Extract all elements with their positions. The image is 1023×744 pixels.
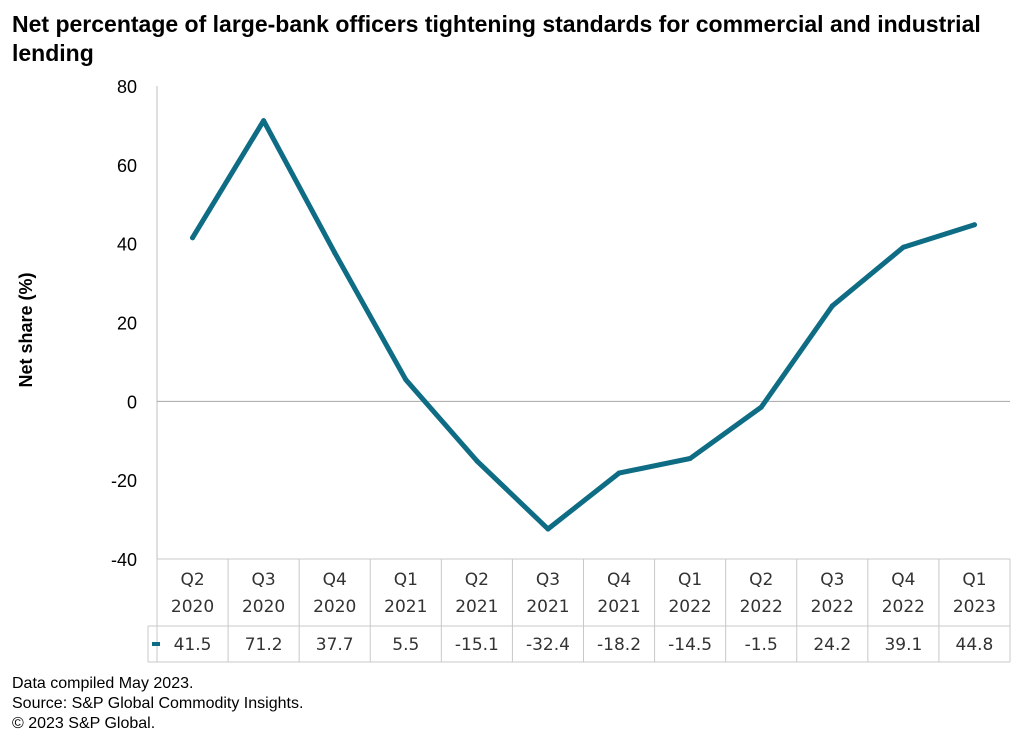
- y-tick-label: 0: [127, 392, 137, 412]
- footer-compiled: Data compiled May 2023.: [12, 675, 194, 692]
- x-tick-label-quarter: Q1: [962, 570, 986, 590]
- x-tick-label-year: 2022: [882, 597, 925, 617]
- x-tick-label-quarter: Q2: [180, 570, 204, 590]
- series-line: [190, 118, 977, 532]
- data-point: [758, 404, 764, 410]
- x-tick-label-quarter: Q2: [465, 570, 489, 590]
- y-tick-label: 80: [117, 77, 137, 97]
- y-tick-label: -20: [111, 471, 137, 491]
- data-table-value: -1.5: [745, 635, 778, 655]
- x-tick-label-year: 2022: [668, 597, 711, 617]
- x-tick-label-quarter: Q1: [678, 570, 702, 590]
- data-table-value: 24.2: [813, 635, 851, 655]
- data-table-value: 71.2: [245, 635, 283, 655]
- x-tick-label-year: 2021: [455, 597, 498, 617]
- data-table-value: -15.1: [455, 635, 499, 655]
- data-table-value: -18.2: [597, 635, 641, 655]
- data-table: Q2 2020 41.5 Q3 2020 71.2 Q4 2020 37.7 Q1 2021 5.5 Q…: [147, 558, 1011, 663]
- x-tick-label-year: 2022: [811, 597, 854, 617]
- data-table-value: 39.1: [884, 635, 922, 655]
- x-tick-label-year: 2022: [740, 597, 783, 617]
- x-tick-label-quarter: Q3: [820, 570, 844, 590]
- y-axis-label: Net share (%): [16, 272, 36, 387]
- data-point: [332, 250, 338, 256]
- chart-title: Net percentage of large-bank officers ti…: [12, 11, 981, 66]
- data-point: [190, 235, 196, 241]
- data-table-value: 41.5: [174, 635, 212, 655]
- data-table-value: 44.8: [956, 635, 994, 655]
- x-tick-label-year: 2021: [597, 597, 640, 617]
- x-tick-label-year: 2020: [313, 597, 356, 617]
- footer-source: Source: S&P Global Commodity Insights.: [12, 695, 304, 712]
- data-point: [616, 470, 622, 476]
- data-point: [829, 303, 835, 309]
- data-point: [971, 222, 977, 228]
- y-tick-label: 20: [117, 314, 137, 334]
- x-tick-label-quarter: Q2: [749, 570, 773, 590]
- x-tick-label-year: 2021: [526, 597, 569, 617]
- line-chart: 80 60 40 20 0 -20 -40 Q2 2020 41.5 Q3 2020 71.2 Q4 20…: [16, 77, 1011, 663]
- x-tick-label-quarter: Q3: [252, 570, 276, 590]
- x-tick-label-quarter: Q4: [607, 570, 631, 590]
- x-tick-label-quarter: Q1: [394, 570, 418, 590]
- x-tick-label-year: 2021: [384, 597, 427, 617]
- data-table-value: -14.5: [668, 635, 712, 655]
- footer-copyright: © 2023 S&P Global.: [12, 715, 156, 732]
- data-point: [403, 377, 409, 383]
- data-point: [545, 526, 551, 532]
- x-tick-label-quarter: Q4: [891, 570, 915, 590]
- data-point: [474, 458, 480, 464]
- x-tick-label-year: 2020: [242, 597, 285, 617]
- x-tick-label-year: 2020: [171, 597, 214, 617]
- x-tick-label-year: 2023: [953, 597, 996, 617]
- data-point: [900, 244, 906, 250]
- y-tick-label: -40: [111, 550, 137, 570]
- data-table-value: 37.7: [316, 635, 354, 655]
- data-table-value: 5.5: [392, 635, 419, 655]
- x-tick-label-quarter: Q3: [536, 570, 560, 590]
- series-line-group: [190, 118, 977, 532]
- y-axis: 80 60 40 20 0 -20 -40: [111, 77, 1010, 570]
- y-tick-label: 60: [117, 156, 137, 176]
- y-tick-label: 40: [117, 235, 137, 255]
- x-tick-label-quarter: Q4: [323, 570, 347, 590]
- data-table-value: -32.4: [526, 635, 570, 655]
- data-point: [687, 455, 693, 461]
- footer-notes: Data compiled May 2023. Source: S&P Glob…: [12, 674, 303, 734]
- data-point: [261, 118, 267, 124]
